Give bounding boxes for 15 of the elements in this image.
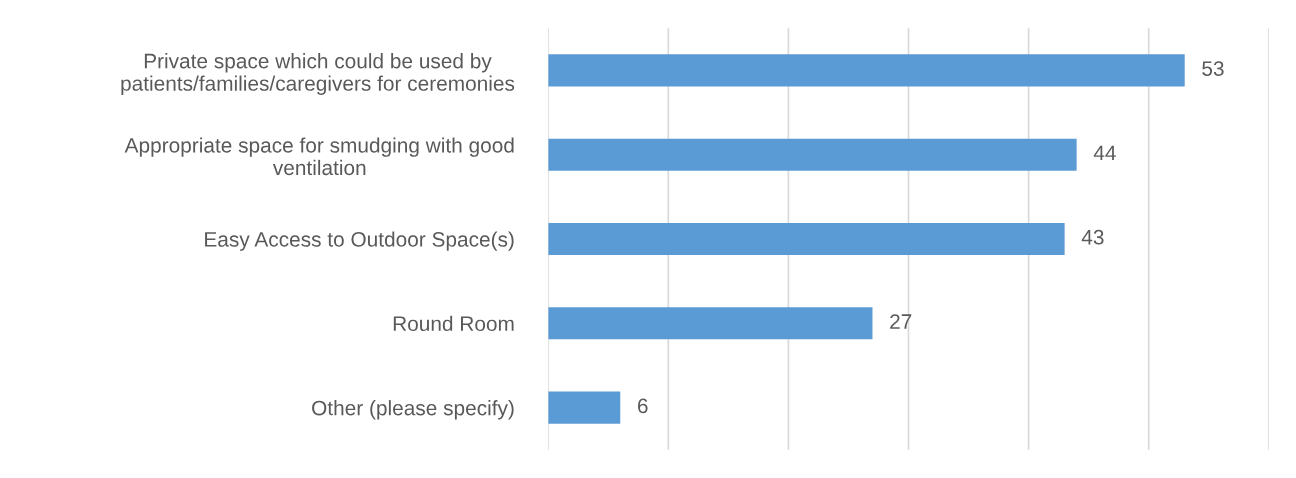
data-label: 44 — [1093, 145, 1116, 161]
data-label: 43 — [1081, 229, 1104, 245]
data-label: 27 — [890, 314, 912, 329]
y-tick-label: Other (please specify) — [312, 400, 514, 420]
data-label: 6 — [637, 398, 648, 414]
bar — [548, 54, 1185, 87]
data-label: 53 — [1202, 61, 1224, 76]
bar — [548, 307, 873, 340]
bar — [548, 391, 621, 424]
y-tick-label: Easy Access to Outdoor Space(s) — [205, 231, 514, 251]
y-tick-label: Round Room — [393, 315, 514, 332]
bar — [548, 138, 1077, 171]
y-tick-label: Appropriate space for smudging with good ventilation — [124, 137, 514, 176]
bar — [548, 222, 1065, 256]
y-tick-label: Private space which could be used by patients/families/caregivers for ceremonies — [121, 53, 515, 95]
